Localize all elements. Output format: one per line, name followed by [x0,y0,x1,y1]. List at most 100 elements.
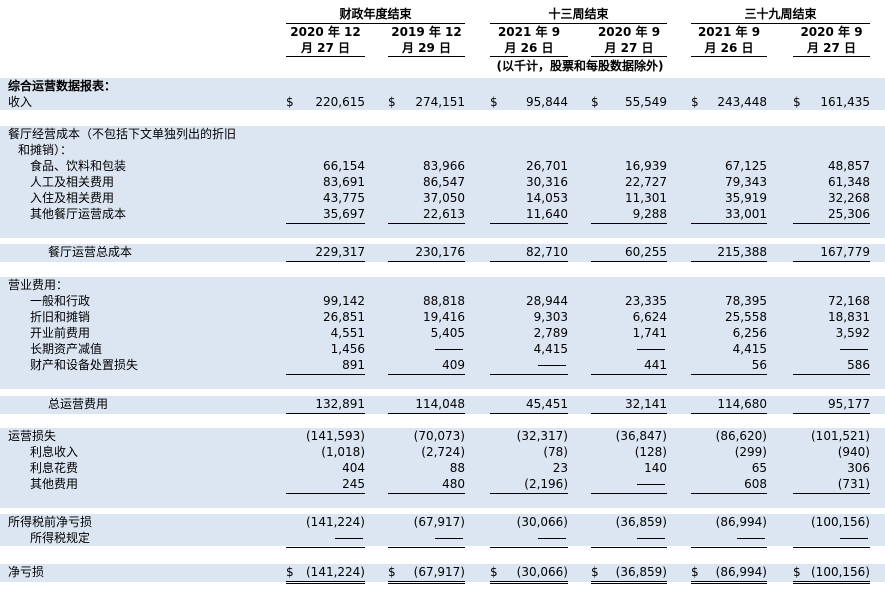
cell-value: 140 [644,461,667,475]
header-group-underline [286,23,465,24]
cell-value: 65 [751,461,767,475]
section-title: 餐厅经营成本（不包括下文单独列出的折旧 [8,127,237,141]
cell-value: 441 [644,358,667,372]
cell-value: (36,859) [615,515,667,529]
cell-value: (299) [734,445,767,459]
cell-value: (101,521) [811,429,870,443]
row-background [0,309,885,325]
net-loss-label: 净亏损 [8,565,45,579]
subtotal-value: 82,710 [526,245,568,259]
cell-value: 6,256 [732,326,767,340]
row-label: 财产和设备处置损失 [30,358,139,372]
empty-value-dash [637,349,665,350]
subtotal-underline [286,547,365,548]
row-background [0,444,885,460]
row-label: 开业前费用 [30,326,91,340]
cell-value: 11,301 [625,191,667,205]
subtotal-underline [793,374,870,375]
row-background [0,174,885,190]
revenue-value: 220,615 [315,95,365,109]
row-background [0,244,885,262]
cell-value: (67,917) [413,515,465,529]
subtotal-value: 60,255 [625,245,667,259]
double-underline [286,581,365,584]
double-underline [490,581,568,584]
subtotal-underline [388,223,465,224]
header-column-date-line2: 月 29 日 [401,41,452,55]
row-background [0,222,885,238]
revenue-label: 收入 [8,95,33,109]
cell-value: (32,317) [516,429,568,443]
section-title: 和摊销）： [18,143,73,157]
cell-value: 33,001 [725,207,767,221]
cell-value: 35,697 [323,207,365,221]
subtotal-value: 95,177 [828,397,870,411]
cell-value: 11,640 [526,207,568,221]
cell-value: 56 [751,358,767,372]
cell-value: (2,724) [421,445,465,459]
row-label: 运营损失 [8,429,57,443]
net-loss-value: (30,066) [516,565,568,579]
row-label: 人工及相关费用 [30,175,115,189]
cell-value: 6,624 [632,310,667,324]
empty-value-dash [637,538,665,539]
cell-value: 72,168 [828,294,870,308]
subtotal-underline [691,493,767,494]
cell-value: 306 [847,461,870,475]
cell-value: (78) [543,445,568,459]
cell-value: 5,405 [430,326,465,340]
empty-value-dash [538,538,566,539]
header-column-date-line1: 2021 年 9 [497,25,561,39]
cell-value: 16,939 [625,159,667,173]
empty-value-dash [840,349,868,350]
row-background [0,126,885,142]
row-background [0,206,885,222]
header-column-date-line1: 2019 年 12 [391,25,462,39]
subtotal-underline [793,261,870,262]
empty-value-dash [538,365,566,366]
cell-value: 9,303 [533,310,568,324]
header-column-date-line2: 月 27 日 [300,41,351,55]
cell-value: (86,994) [715,515,767,529]
cell-value: (86,620) [715,429,767,443]
net-loss-value: (86,994) [715,565,767,579]
row-background [0,514,885,530]
subtotal-underline [793,493,870,494]
subtotal-underline [490,223,568,224]
empty-value-dash [737,538,765,539]
row-label: 长期资产减值 [30,342,103,356]
subtotal-underline [490,493,568,494]
header-column-underline [691,56,767,57]
subtotal-label: 餐厅运营总成本 [48,245,133,259]
cell-value: 891 [342,358,365,372]
section-title: 综合运营数据报表： [8,79,117,93]
cell-value: 409 [442,358,465,372]
row-label: 利息收入 [30,445,79,459]
subtotal-underline [793,223,870,224]
cell-value: 18,831 [828,310,870,324]
subtotal-value: 32,141 [625,397,667,411]
row-background [0,158,885,174]
empty-value-dash [335,538,363,539]
cell-value: (36,847) [615,429,667,443]
subtotal-value: 45,451 [526,397,568,411]
header-group-underline [490,23,667,24]
cell-value: (731) [837,477,870,491]
subtotal-underline [691,547,767,548]
cell-value: 83,691 [323,175,365,189]
cell-value: 19,416 [423,310,465,324]
double-underline [691,581,767,584]
cell-value: 67,125 [725,159,767,173]
cell-value: 66,154 [323,159,365,173]
subtotal-underline [388,493,465,494]
double-underline [591,581,667,584]
row-background [0,142,885,158]
row-background [0,94,885,110]
row-label: 所得税前净亏损 [8,515,93,529]
net-loss-value: (100,156) [811,565,870,579]
row-background [0,325,885,341]
subtotal-underline [591,223,667,224]
cell-value: 79,343 [725,175,767,189]
header-column-date-line2: 月 26 日 [704,41,754,55]
empty-value-dash [435,349,463,350]
